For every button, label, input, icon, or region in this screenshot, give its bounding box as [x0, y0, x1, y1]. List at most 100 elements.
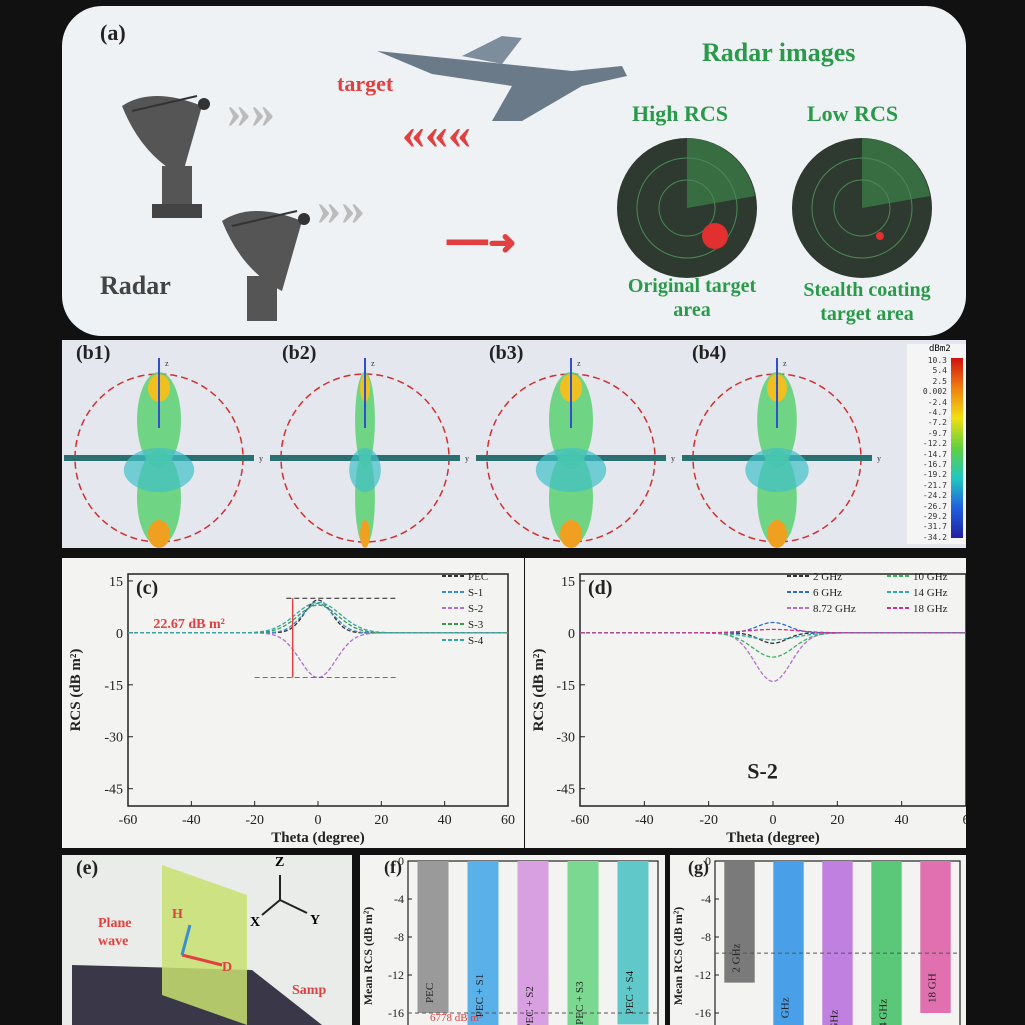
chart-d: -60 -40 -20 0 20 40 6 15 0 -15 -30 -45 Theta (degree… [531, 571, 967, 846]
plane-wave-label: Plane wave [98, 916, 132, 949]
y-axis-label: Mean RCS (dB m²) [361, 907, 375, 1006]
y-tick-label: -8 [701, 930, 711, 944]
chevrons-icon: »» [227, 85, 275, 138]
legend-label: 6 GHz [813, 587, 842, 599]
bar [467, 861, 499, 1025]
bar-label: PEC + S3 [574, 981, 586, 1025]
legend-label: 18 GHz [913, 603, 948, 615]
y-tick-label: 15 [561, 575, 575, 590]
h-label: H [172, 907, 183, 922]
y-tick-label: -30 [556, 731, 575, 746]
y-tick-label: -45 [104, 783, 123, 798]
red-arrow-icon: ━━➜ [447, 225, 517, 262]
bar [822, 861, 853, 1025]
b4-label: (b4) [692, 342, 727, 364]
legend-label: 2 GHz [813, 571, 842, 583]
x-tick-label: 60 [501, 813, 515, 828]
x-tick-label: 20 [374, 813, 388, 828]
y-axis-label: y [465, 454, 469, 463]
bar-label: PEC + S4 [624, 970, 636, 1014]
series-line [580, 632, 966, 641]
x-tick-label: -60 [119, 813, 138, 828]
z-axis-label: z [783, 359, 787, 368]
panel-e: (e) Plane wave Samp H D Z X Y [62, 855, 352, 1025]
z-axis-label: z [577, 359, 581, 368]
y-axis-label: y [671, 454, 675, 463]
bar [773, 861, 804, 1025]
y-axis-label: y [877, 454, 881, 463]
bar-label: PEC + S1 [474, 974, 486, 1018]
b-diagram-4: zy [682, 358, 881, 548]
series-line [580, 632, 966, 658]
chart-g: 0-4-8-12-16-20Mean RCS (dB m²)2 GHzGHzGH… [671, 855, 961, 1025]
colorbar-tick: -26.7 [922, 501, 947, 511]
colorbar-tick: 2.5 [932, 376, 947, 386]
x-tick-label: -40 [635, 813, 654, 828]
high-rcs-label: High RCS [632, 101, 728, 126]
y-tick-label: -12 [695, 968, 711, 982]
y-tick-label: -4 [394, 892, 404, 906]
y-tick-label: -4 [701, 892, 711, 906]
y-tick-label: 0 [705, 855, 711, 868]
z-axis-label: z [165, 359, 169, 368]
axis-z-label: Z [275, 855, 285, 870]
x-tick-label: -20 [245, 813, 264, 828]
legend-label: PEC [468, 571, 488, 583]
b2-label: (b2) [282, 342, 317, 364]
colorbar-tick: -24.2 [922, 491, 947, 501]
bar-label: GHz [780, 997, 792, 1018]
panel-label: (c) [136, 577, 158, 599]
bar [417, 861, 449, 1013]
bar [724, 861, 755, 983]
y-tick-label: -45 [556, 783, 575, 798]
red-chevrons-icon: ««« [402, 107, 471, 158]
colorbar-tick: -31.7 [922, 522, 947, 532]
b3-label: (b3) [489, 342, 524, 364]
series-line [580, 628, 966, 634]
radar-label: Radar [100, 271, 171, 300]
difference-annotation: 22.67 dB m² [153, 617, 224, 632]
radar-dish-icon [122, 95, 210, 218]
x-tick-label: 0 [315, 813, 322, 828]
bar [567, 861, 599, 1025]
colorbar-tick: -19.2 [922, 470, 947, 480]
caption-stealth: Stealth coating target area [803, 279, 931, 325]
x-tick-label: -60 [571, 813, 590, 828]
y-tick-label: -12 [388, 968, 404, 982]
colorbar-tick: -16.7 [922, 460, 947, 469]
target-label: target [337, 71, 394, 96]
colorbar-tick: -7.2 [927, 418, 947, 428]
panel-c: -60 -40 -20 0 20 40 60 15 0 -15 -30 -45 Theta (degre… [62, 558, 524, 848]
colorbar-gradient [951, 358, 963, 538]
bar-label: 14 GHz [878, 999, 890, 1025]
colorbar-tick: -29.2 [922, 512, 947, 521]
y-tick-label: -16 [388, 1006, 404, 1020]
bar [871, 861, 902, 1025]
center-lobe [123, 448, 195, 492]
legend-label: S-4 [468, 635, 484, 647]
axis-y-label: Y [310, 913, 321, 928]
reduction-annotation: 6778 dB m² [430, 1012, 483, 1024]
x-tick-label: -40 [182, 813, 201, 828]
y-tick-label: 0 [398, 855, 404, 868]
x-tick-label: -20 [699, 813, 718, 828]
bar-label: PEC + S2 [524, 986, 536, 1025]
lower-tip [560, 520, 582, 548]
y-tick-label: 15 [109, 575, 123, 590]
panel-d: -60 -40 -20 0 20 40 6 15 0 -15 -30 -45 Theta (degree… [525, 558, 966, 848]
b-diagram-1: zy [64, 358, 263, 548]
legend-label: 8.72 GHz [813, 603, 856, 615]
panel-g: 0-4-8-12-16-20Mean RCS (dB m²)2 GHzGHzGH… [670, 855, 966, 1025]
panel-a-label: (a) [100, 20, 126, 45]
colorbar-tick: 5.4 [932, 366, 947, 376]
x-tick-label: 6 [963, 813, 967, 828]
panel-label: (d) [588, 577, 612, 599]
chevrons-icon: »» [317, 182, 365, 235]
x-axis-label: Theta (degree) [726, 830, 819, 846]
series-line [580, 632, 966, 644]
radar-images-title: Radar images [702, 38, 856, 67]
colorbar-tick: -14.7 [922, 449, 947, 459]
y-axis-label: RCS (dB m²) [68, 649, 84, 732]
